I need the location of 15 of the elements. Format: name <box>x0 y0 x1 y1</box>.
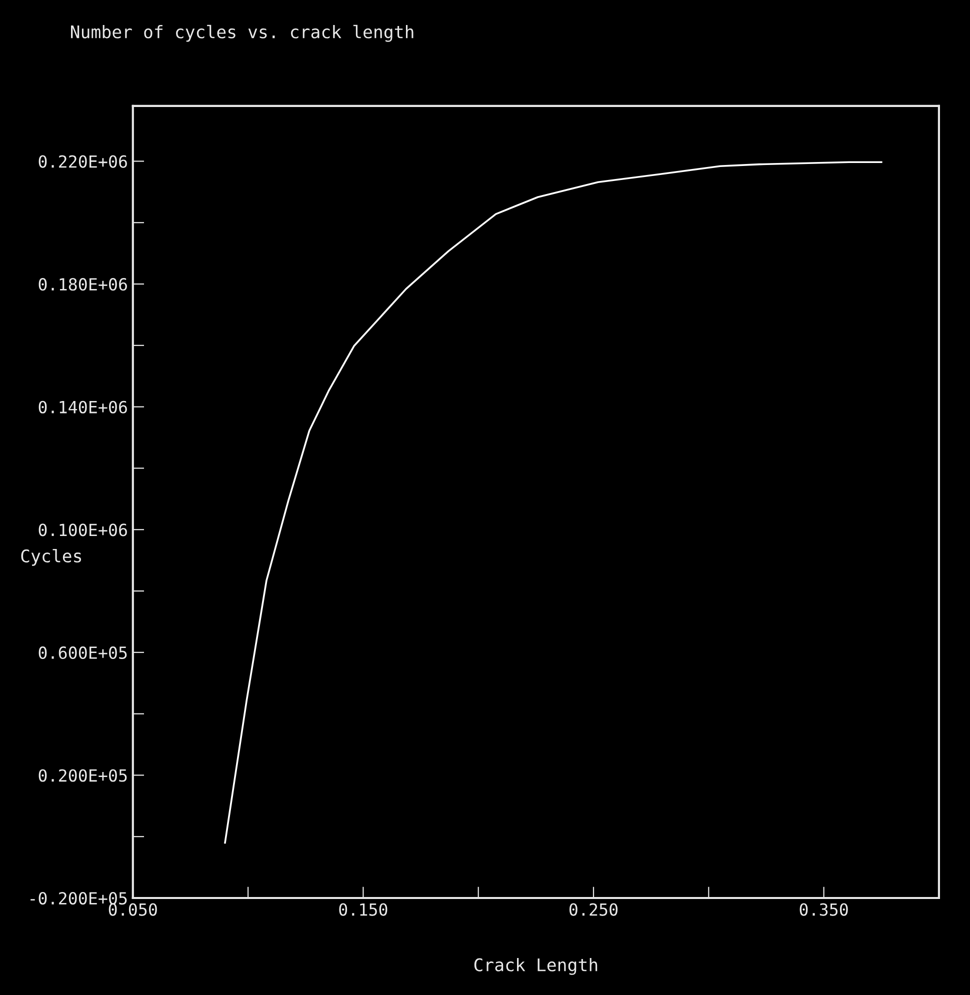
y-tick-label: 0.180E+06 <box>38 278 127 291</box>
y-tick-label: 0.220E+06 <box>38 155 127 168</box>
y-tick-label: 0.140E+06 <box>38 400 127 414</box>
chart-title: Number of cycles vs. crack length <box>71 24 414 42</box>
line-series <box>224 161 882 844</box>
y-tick-label: 0.200E+05 <box>38 769 127 782</box>
x-tick-label: 0.250 <box>570 903 618 916</box>
x-tick-label: 0.150 <box>339 903 388 916</box>
y-tick-label: -0.200E+05 <box>30 892 127 905</box>
y-axis-title: Cycles <box>21 548 82 566</box>
x-axis-title: Crack Length <box>474 958 598 975</box>
y-tick-label: 0.600E+05 <box>38 646 127 660</box>
x-tick-label: 0.350 <box>800 903 848 916</box>
x-tick-label: 0.050 <box>108 903 157 916</box>
y-tick-label: 0.100E+06 <box>38 524 127 536</box>
